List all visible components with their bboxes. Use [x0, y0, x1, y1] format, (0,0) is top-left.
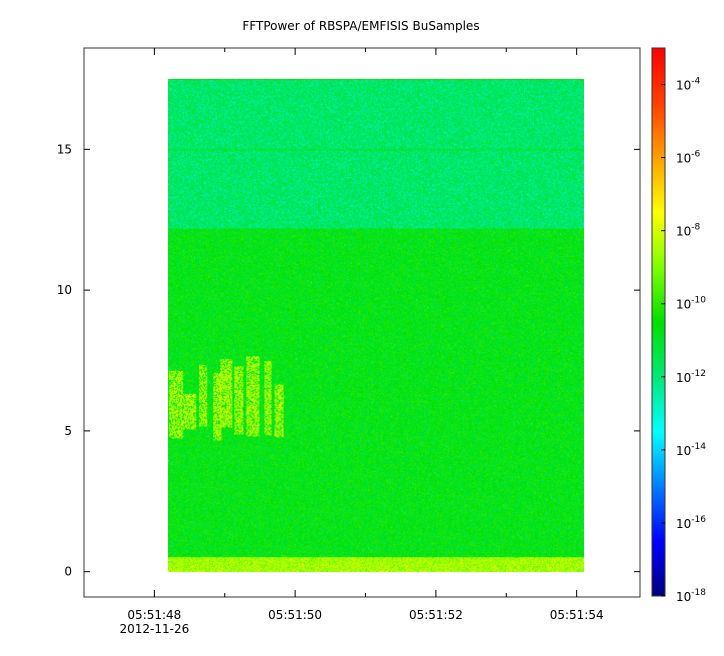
colorbar-tick-label: 10-10 — [676, 296, 706, 312]
colorbar-tick-label: 10-6 — [676, 150, 701, 166]
colorbar: 10-4 10-6 10-8 10-10 10-12 10-14 10-16 10-18 — [651, 47, 706, 604]
y-tick-label: 15 — [57, 142, 72, 156]
x-tick-label: 05:51:48 — [127, 608, 181, 622]
colorbar-ticks: 10-4 10-6 10-8 10-10 10-12 10-14 10-16 10-18 — [661, 77, 706, 604]
colorbar-tick-label: 10-4 — [676, 77, 701, 93]
y-tick-label: 10 — [57, 283, 72, 297]
spectrogram-image — [168, 78, 584, 572]
colorbar-tick-label: 10-14 — [676, 442, 706, 458]
x-tick-label: 05:51:54 — [550, 608, 604, 622]
colorbar-tick-label: 10-16 — [676, 515, 706, 531]
colorbar-tick-label: 10-18 — [676, 588, 706, 604]
colorbar-tick-label: 10-8 — [676, 223, 701, 239]
x-date-label: 2012-11-26 — [120, 622, 190, 636]
colorbar-tick-label: 10-12 — [676, 369, 706, 385]
colorbar-gradient — [651, 47, 666, 597]
x-tick-label: 05:51:52 — [409, 608, 463, 622]
y-tick-label: 0 — [64, 565, 72, 579]
y-axis: 0 5 10 15 — [57, 142, 640, 579]
x-tick-label: 05:51:50 — [268, 608, 322, 622]
y-tick-label: 5 — [64, 424, 72, 438]
chart-title: FFTPower of RBSPA/EMFISIS BuSamples — [242, 19, 479, 33]
